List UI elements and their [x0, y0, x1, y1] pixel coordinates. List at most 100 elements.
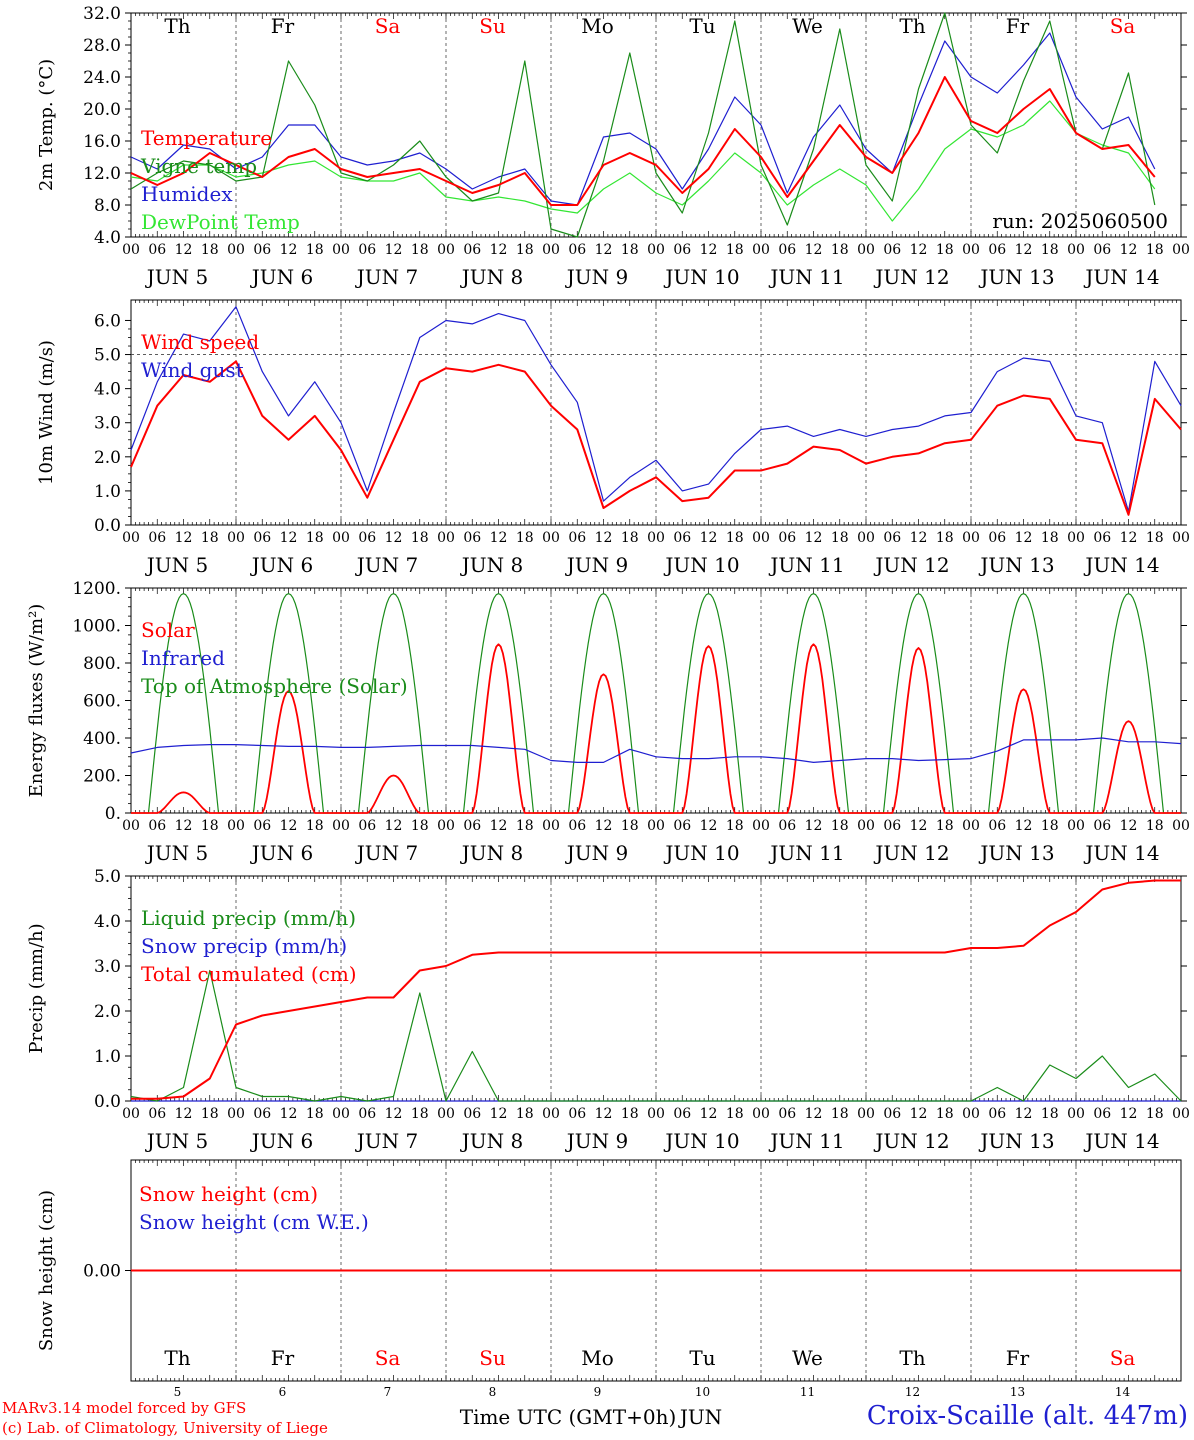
wind-date-label: JUN 12 [873, 553, 949, 577]
snow-weekday-label: Su [479, 1346, 506, 1370]
energy-hour-label: 06 [253, 818, 271, 834]
temperature-hour-label: 06 [463, 242, 481, 258]
precip-date-label: JUN 5 [145, 1129, 208, 1153]
energy-date-label: JUN 5 [145, 841, 208, 865]
temperature-hour-label: 12 [1015, 242, 1033, 258]
temperature-weekday-label: Mo [581, 14, 614, 38]
temperature-hour-label: 00 [227, 242, 245, 258]
precip-y-tick-label: 5.0 [94, 867, 121, 887]
energy-hour-label: 18 [1146, 818, 1164, 834]
precip-hour-label: 18 [936, 1106, 954, 1122]
precip-y-tick-label: 1.0 [94, 1047, 121, 1067]
wind-series-wind-gust [130, 306, 1182, 512]
energy-hour-label: 12 [595, 818, 613, 834]
snow-legend-entry: Snow height (cm W.E.) [139, 1210, 369, 1234]
energy-date-label: JUN 11 [768, 841, 844, 865]
temperature-hour-label: 06 [148, 242, 166, 258]
temperature-hour-label: 00 [647, 242, 665, 258]
wind-date-label: JUN 8 [460, 553, 523, 577]
precip-hour-label: 18 [306, 1106, 324, 1122]
precip-legend-entry: Liquid precip (mm/h) [141, 906, 356, 930]
temperature-hour-label: 06 [358, 242, 376, 258]
precip-hour-label: 18 [1041, 1106, 1059, 1122]
energy-hour-label: 12 [490, 818, 508, 834]
temperature-hour-label: 06 [253, 242, 271, 258]
precip-hour-label: 18 [411, 1106, 429, 1122]
energy-hour-label: 00 [542, 818, 560, 834]
wind-hour-label: 06 [673, 530, 691, 546]
wind-hour-label: 00 [542, 530, 560, 546]
wind-hour-label: 18 [936, 530, 954, 546]
energy-hour-label: 06 [883, 818, 901, 834]
temperature-hour-label: 00 [857, 242, 875, 258]
energy-legend-entry: Infrared [141, 646, 225, 670]
temperature-hour-label: 06 [988, 242, 1006, 258]
precip-hour-label: 06 [148, 1106, 166, 1122]
precip-hour-label: 00 [1172, 1106, 1190, 1122]
temperature-date-label: JUN 5 [145, 265, 208, 289]
temperature-hour-label: 06 [778, 242, 796, 258]
snow-weekday-label: Sa [1110, 1346, 1136, 1370]
precip-hour-label: 06 [1093, 1106, 1111, 1122]
snow-weekday-label: Tu [689, 1346, 715, 1370]
precip-date-label: JUN 10 [663, 1129, 739, 1153]
precip-hour-label: 18 [621, 1106, 639, 1122]
temperature-date-label: JUN 13 [978, 265, 1054, 289]
energy-hour-label: 12 [910, 818, 928, 834]
energy-date-label: JUN 13 [978, 841, 1054, 865]
temperature-hour-label: 00 [962, 242, 980, 258]
energy-hour-label: 06 [988, 818, 1006, 834]
snow-legend-entry: Snow height (cm) [139, 1182, 318, 1206]
temperature-y-tick-label: 20.0 [83, 100, 121, 120]
wind-date-label: JUN 10 [663, 553, 739, 577]
snow-weekday-label: We [792, 1346, 823, 1370]
energy-y-tick-label: 1000. [72, 617, 121, 637]
energy-hour-label: 18 [936, 818, 954, 834]
temperature-series-dewpoint-temp [130, 100, 1156, 222]
energy-hour-label: 18 [1041, 818, 1059, 834]
temperature-hour-label: 06 [673, 242, 691, 258]
wind-date-label: JUN 13 [978, 553, 1054, 577]
wind-date-label: JUN 14 [1083, 553, 1159, 577]
energy-date-label: JUN 9 [565, 841, 628, 865]
energy-hour-label: 18 [516, 818, 534, 834]
temperature-date-label: JUN 9 [565, 265, 628, 289]
energy-hour-label: 12 [1015, 818, 1033, 834]
snow-y-tick-label: 0.00 [83, 1262, 121, 1282]
temperature-weekday-label: Tu [689, 14, 715, 38]
temperature-y-tick-label: 12.0 [83, 164, 121, 184]
precip-hour-label: 12 [1015, 1106, 1033, 1122]
temperature-date-label: JUN 12 [873, 265, 949, 289]
energy-hour-label: 00 [1172, 818, 1190, 834]
precip-date-label: JUN 14 [1083, 1129, 1159, 1153]
precip-legend-entry: Total cumulated (cm) [141, 962, 357, 986]
precip-hour-label: 18 [1146, 1106, 1164, 1122]
precip-hour-label: 12 [385, 1106, 403, 1122]
wind-hour-label: 18 [306, 530, 324, 546]
temperature-y-tick-label: 32.0 [83, 4, 121, 24]
temperature-hour-label: 12 [175, 242, 193, 258]
energy-hour-label: 12 [700, 818, 718, 834]
wind-hour-label: 06 [148, 530, 166, 546]
snow-weekday-label: Sa [375, 1346, 401, 1370]
precip-hour-label: 06 [358, 1106, 376, 1122]
snow-day-number: 10 [695, 1385, 710, 1399]
credit-line-model: MARv3.14 model forced by GFS [2, 1399, 247, 1417]
precip-hour-label: 06 [988, 1106, 1006, 1122]
wind-legend-entry: Wind gust [141, 358, 244, 382]
temperature-legend-entry: Temperature [141, 126, 272, 150]
energy-hour-label: 00 [752, 818, 770, 834]
temperature-hour-label: 00 [1067, 242, 1085, 258]
energy-hour-label: 00 [962, 818, 980, 834]
temperature-weekday-label: Su [479, 14, 506, 38]
energy-hour-label: 00 [1067, 818, 1085, 834]
precip-hour-label: 00 [437, 1106, 455, 1122]
wind-y-tick-label: 0.0 [94, 516, 121, 536]
precip-hour-label: 06 [673, 1106, 691, 1122]
temperature-legend-entry: DewPoint Temp [141, 210, 300, 234]
energy-date-label: JUN 7 [355, 841, 418, 865]
wind-hour-label: 18 [621, 530, 639, 546]
snow-day-number: 9 [594, 1385, 602, 1399]
energy-hour-label: 00 [122, 818, 140, 834]
wind-hour-label: 18 [726, 530, 744, 546]
